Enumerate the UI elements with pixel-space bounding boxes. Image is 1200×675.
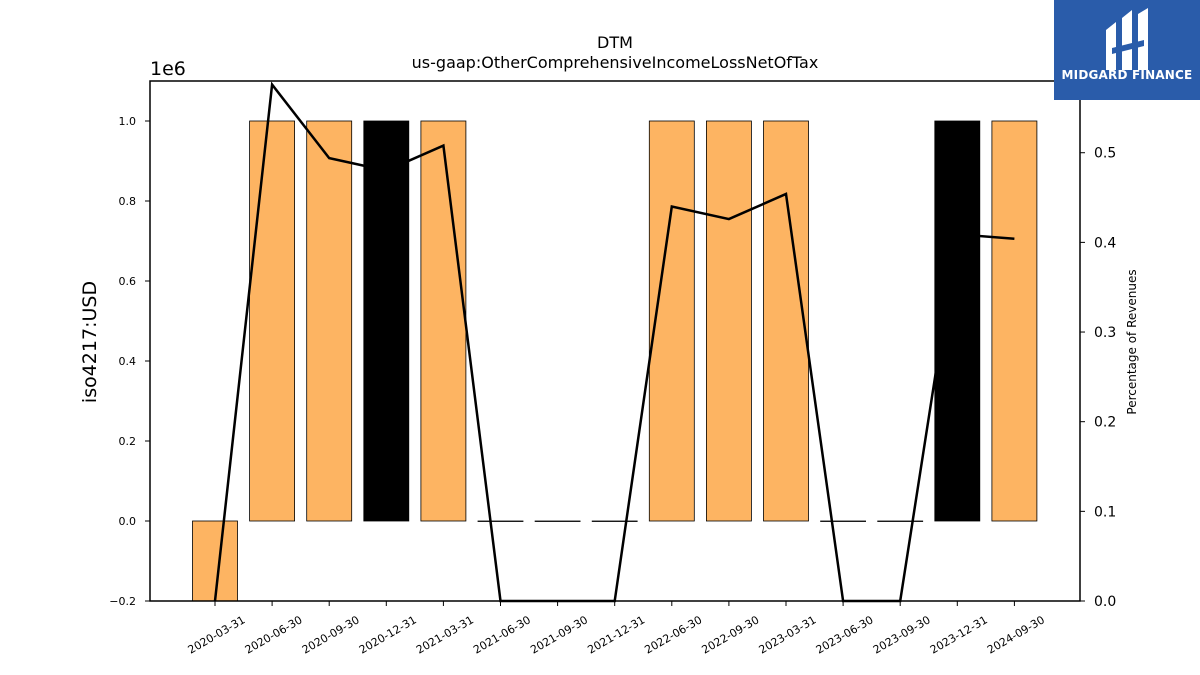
- x-tick-label: 2023-09-30: [871, 613, 933, 656]
- y-tick-label: 0.6: [119, 275, 137, 288]
- x-tick-label: 2023-03-31: [757, 613, 819, 656]
- bar-2020-03-31: [192, 520, 238, 602]
- y2-tick-label: 0.4: [1094, 235, 1116, 251]
- y-tick-label: 0.2: [119, 435, 137, 448]
- x-tick-label: 2020-12-31: [357, 613, 419, 656]
- x-tick-label: 2023-06-30: [814, 613, 876, 656]
- bar-2021-03-31: [420, 120, 467, 522]
- x-tick-label: 2020-06-30: [243, 613, 305, 656]
- x-tick-label: 2021-09-30: [528, 613, 590, 656]
- y-multiplier-label: 1e6: [150, 58, 186, 80]
- bars-layer: [192, 120, 1038, 602]
- y-tick-label: 0.0: [119, 515, 137, 528]
- x-tick-label: 2020-03-31: [186, 613, 248, 656]
- x-axis: 2020-03-312020-06-302020-09-302020-12-31…: [186, 601, 1047, 657]
- midgard-finance-logo: MIDGARD FINANCE: [1054, 0, 1200, 100]
- y-tick-label: 0.4: [119, 355, 137, 368]
- bar-2021-06-30: [477, 520, 524, 522]
- bar-2020-09-30: [306, 120, 353, 522]
- y2-tick-label: 0.2: [1094, 415, 1116, 431]
- logo-mark-icon: [1106, 8, 1148, 70]
- chart-title: DTM: [597, 33, 633, 52]
- bar-2023-12-31: [934, 120, 981, 522]
- bar-2022-06-30: [648, 120, 695, 522]
- y2-tick-label: 0.1: [1094, 504, 1116, 520]
- y-tick-label: 1.0: [119, 115, 137, 128]
- bar-2020-12-31: [363, 120, 410, 522]
- y2-axis-label: Percentage of Revenues: [1125, 269, 1139, 414]
- y-axis: −0.2 0.0 0.2 0.4 0.6 0.8 1.0: [109, 115, 150, 608]
- bar-2021-09-30: [534, 520, 581, 522]
- x-tick-label: 2021-06-30: [471, 613, 533, 656]
- y2-axis: 0.0 0.1 0.2 0.3 0.4 0.5: [1080, 146, 1116, 610]
- logo-text: MIDGARD FINANCE: [1061, 68, 1193, 82]
- x-tick-label: 2022-09-30: [700, 613, 762, 656]
- y2-tick-label: 0.3: [1094, 325, 1116, 341]
- bar-2023-06-30: [820, 520, 866, 522]
- bar-2023-09-30: [877, 520, 924, 522]
- x-tick-label: 2023-12-31: [928, 613, 990, 656]
- y-axis-label: iso4217:USD: [79, 281, 101, 403]
- bar-2022-09-30: [706, 120, 752, 522]
- x-tick-label: 2021-12-31: [585, 613, 647, 656]
- x-tick-label: 2024-09-30: [985, 613, 1047, 656]
- bar-2021-12-31: [591, 520, 638, 522]
- bar-2020-06-30: [249, 120, 296, 522]
- x-tick-label: 2022-06-30: [642, 613, 704, 656]
- y2-tick-label: 0.5: [1094, 146, 1116, 162]
- y-tick-label: 0.8: [119, 195, 137, 208]
- bar-2023-03-31: [763, 120, 809, 522]
- bar-2024-09-30: [991, 120, 1038, 522]
- chart-subtitle: us-gaap:OtherComprehensiveIncomeLossNetO…: [412, 53, 819, 72]
- x-tick-label: 2020-09-30: [300, 613, 362, 656]
- y2-tick-label: 0.0: [1094, 594, 1116, 610]
- y-tick-label: −0.2: [109, 595, 136, 608]
- x-tick-label: 2021-03-31: [414, 613, 476, 656]
